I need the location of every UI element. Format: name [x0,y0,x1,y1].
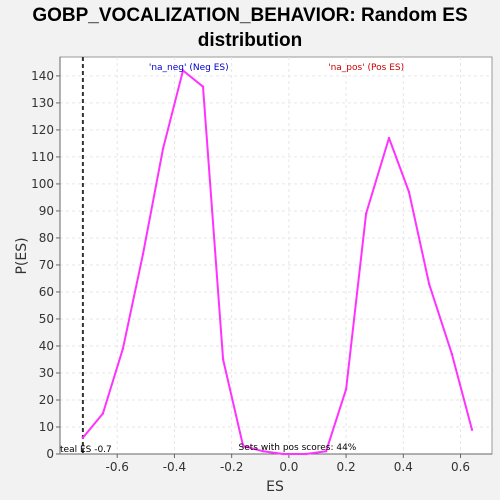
data-point [81,436,85,439]
y-tick-label: 80 [39,231,54,245]
neg-es-label: 'na_neg' (Neg ES) [149,63,229,73]
data-point [470,428,474,431]
x-tick-label: 0.0 [279,460,298,474]
pos-es-label: 'na_pos' (Pos ES) [328,63,404,73]
y-tick-label: 30 [39,366,54,380]
data-point [241,444,245,448]
data-point [141,252,145,256]
data-point [324,450,328,453]
plot-area [59,56,493,455]
y-tick-label: 120 [31,123,54,137]
ticks: 0 10 20 30 40 50 60 70 80 90 100 110 120 130 140 -0.6 -0… [31,69,470,474]
series-group [81,69,474,456]
x-tick-label: -0.4 [163,460,186,474]
y-tick-label: 20 [39,393,54,407]
data-point [161,147,165,151]
data-point [261,450,265,453]
data-point [221,358,225,361]
data-point [304,452,308,456]
data-point [364,212,368,215]
chart-title-line-1: GOBP_VOCALIZATION_BEHAVIOR: Random ES [32,5,467,26]
data-point [450,352,454,356]
y-tick-label: 110 [31,150,54,164]
x-tick-label: 0.4 [394,460,413,474]
data-point [201,85,205,88]
y-tick-label: 130 [31,96,54,110]
chart-title-line-2: distribution [198,30,302,51]
y-tick-label: 100 [31,177,54,191]
y-tick-label: 140 [31,69,54,83]
data-point [344,387,348,391]
y-tick-label: 10 [39,420,54,434]
real-es-label: teal ES -0.7 [60,445,112,455]
x-tick-label: -0.6 [106,460,129,474]
data-point [407,190,411,194]
y-tick-label: 40 [39,339,54,353]
x-tick-label: -0.2 [220,460,243,474]
data-point [121,347,125,350]
data-point [181,69,185,72]
x-tick-label: 0.6 [451,460,470,474]
y-tick-label: 50 [39,312,54,326]
data-point [281,452,285,456]
pos-scores-label: Sets with pos scores: 44% [239,443,357,453]
x-axis-label: ES [266,479,284,495]
x-tick-label: 0.2 [337,460,356,474]
y-axis-label: P(ES) [14,237,30,274]
y-tick-label: 90 [39,204,54,218]
y-tick-label: 70 [39,258,54,272]
y-tick-label: 60 [39,285,54,299]
data-point [427,282,431,286]
data-point [387,136,391,140]
y-tick-label: 0 [46,447,54,461]
series-line [82,69,473,455]
data-point [101,412,105,415]
